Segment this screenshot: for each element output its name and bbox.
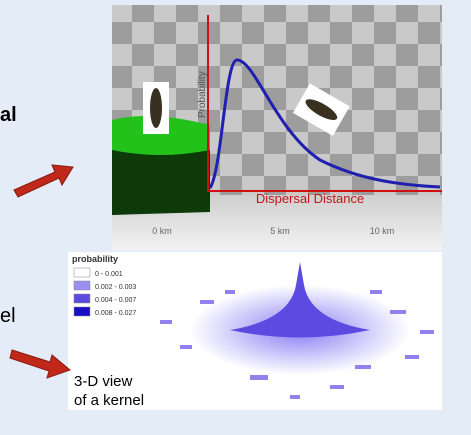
- tick-label: 5 km: [270, 226, 290, 236]
- caption: of a kernel: [74, 392, 144, 409]
- dispersal-image: Probability Dispersal Distance 0 km 5 km…: [112, 5, 442, 250]
- tick-label: 0 km: [152, 226, 172, 236]
- legend-swatch: [74, 281, 90, 290]
- legend-label: 0.002 - 0.003: [95, 284, 136, 291]
- left-text: el: [0, 305, 16, 327]
- legend-label: 0.004 - 0.007: [95, 297, 136, 304]
- legend-title: probability: [72, 254, 118, 264]
- left-text: al: [0, 104, 17, 126]
- axis-label: Probability: [197, 71, 208, 118]
- tick-label: 10 km: [370, 226, 395, 236]
- kernel-image: probability 0 - 0.001 0.002 - 0.003 0.004 …: [68, 252, 442, 410]
- legend-label: 0 - 0.001: [95, 271, 123, 278]
- legend-swatch: [74, 307, 90, 316]
- legend-swatch: [74, 268, 90, 277]
- caption: 3-D view: [74, 373, 133, 390]
- legend-swatch: [74, 294, 90, 303]
- axis-label: Dispersal Distance: [256, 191, 364, 206]
- slide: al el Probability Dispersal Distance 0 k…: [0, 0, 471, 435]
- legend-label: 0.008 - 0.027: [95, 310, 136, 317]
